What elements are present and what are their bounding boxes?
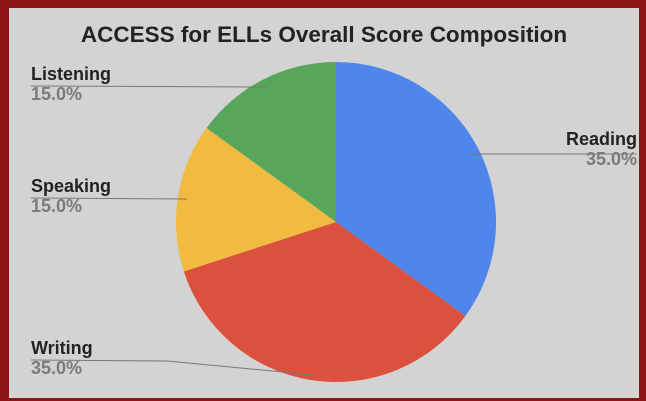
- slice-value-writing: 35.0%: [31, 358, 82, 378]
- leader-line-speaking: [30, 197, 188, 200]
- pie-slice-writing: [183, 222, 466, 382]
- slice-label-speaking: Speaking: [31, 176, 111, 196]
- slice-value-listening: 15.0%: [31, 84, 82, 104]
- slice-label-listening: Listening: [31, 64, 111, 84]
- leader-lines: [30, 85, 637, 376]
- pie-chart: Reading35.0%Writing35.0%Speaking15.0%Lis…: [30, 62, 637, 382]
- leader-line-listening: [30, 85, 268, 88]
- slice-label-reading: Reading: [566, 129, 637, 149]
- slice-value-speaking: 15.0%: [31, 196, 82, 216]
- pie-slices: [176, 62, 496, 382]
- slice-labels: Reading35.0%Writing35.0%Speaking15.0%Lis…: [31, 64, 637, 378]
- slice-value-reading: 35.0%: [586, 149, 637, 169]
- pie-slice-reading: [336, 62, 496, 317]
- pie-slice-listening: [206, 62, 336, 222]
- pie-slice-speaking: [176, 127, 336, 272]
- chart-title: ACCESS for ELLs Overall Score Compositio…: [80, 22, 568, 47]
- leader-line-writing: [30, 359, 315, 376]
- slice-label-writing: Writing: [31, 338, 93, 358]
- chart-frame: ACCESS for ELLs Overall Score Compositio…: [9, 8, 639, 398]
